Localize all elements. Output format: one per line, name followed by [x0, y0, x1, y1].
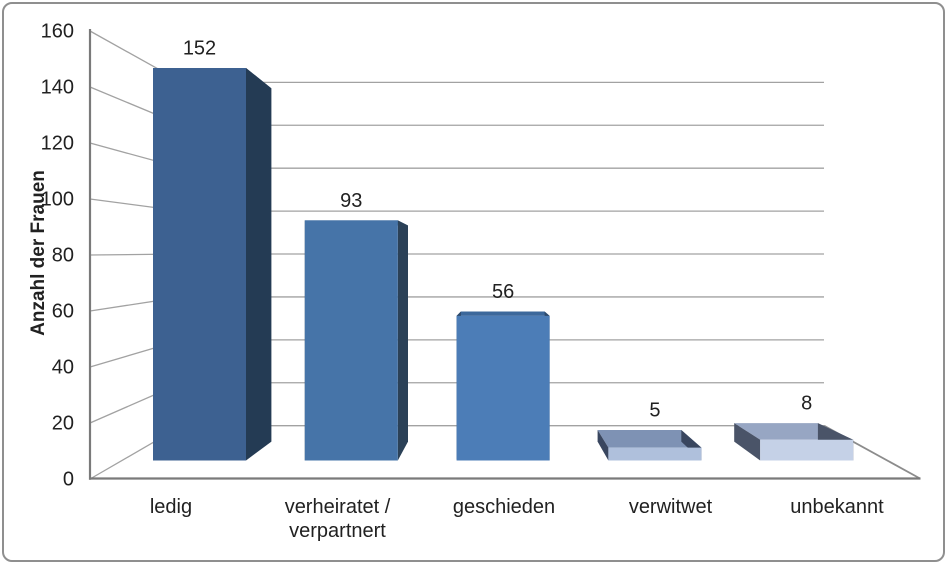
category-label: verpartnert: [289, 520, 386, 542]
bar-front-ledig: [153, 68, 246, 461]
y-tick-label: 160: [41, 21, 74, 43]
y-tick-label: 60: [52, 301, 74, 323]
category-label: verheiratet /: [285, 496, 391, 518]
y-tick-label: 20: [52, 413, 74, 435]
y-axis-title: Anzahl der Frauen: [28, 170, 49, 336]
bar-top-geschieden: [456, 311, 550, 316]
y-tick-label: 40: [52, 357, 74, 379]
data-label: 93: [340, 190, 362, 212]
category-label: unbekannt: [790, 496, 884, 518]
bar-side-left-verwitwet: [597, 430, 609, 461]
bar-top-verwitwet: [597, 430, 702, 448]
y-tick-label: 120: [41, 133, 74, 155]
data-label: 152: [183, 38, 216, 60]
y-tick-label: 0: [63, 469, 74, 491]
y-tick-label: 80: [52, 245, 74, 267]
bar-front-geschieden: [456, 315, 550, 461]
bar-front-unbekannt: [760, 439, 854, 461]
data-label: 8: [801, 393, 812, 415]
y-tick-label: 100: [41, 189, 74, 211]
y-tick-label: 140: [41, 77, 74, 99]
bar-side-right-verheiratet-verpartnert: [397, 220, 408, 461]
category-label: ledig: [150, 496, 192, 518]
category-label: geschieden: [453, 496, 555, 518]
data-label: 56: [492, 281, 514, 303]
bar-side-left-unbekannt: [734, 423, 761, 461]
bar-side-right-ledig: [246, 68, 272, 461]
bar-front-verheiratet-verpartnert: [304, 220, 398, 461]
bar-front-verwitwet: [608, 447, 702, 461]
data-label: 5: [649, 400, 660, 422]
category-label: verwitwet: [629, 496, 713, 518]
